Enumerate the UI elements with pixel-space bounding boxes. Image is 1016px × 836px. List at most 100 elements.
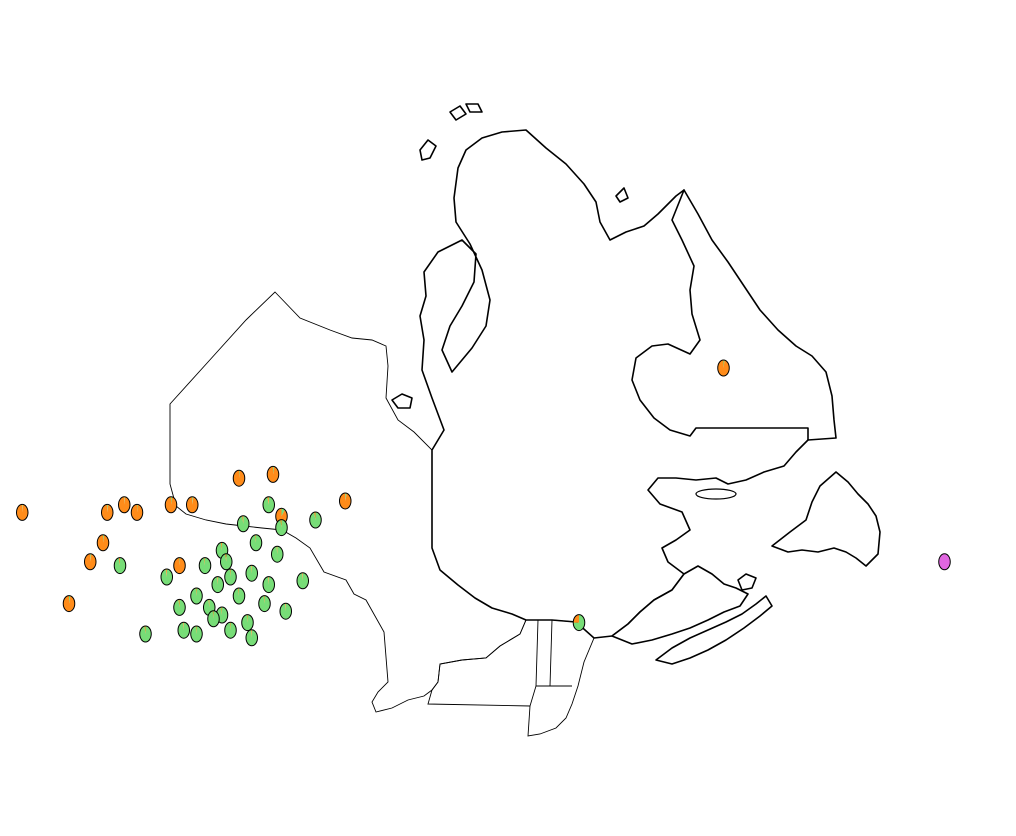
sample-pie xyxy=(241,614,254,632)
pie-outline xyxy=(117,496,131,514)
pie-outline xyxy=(236,515,250,533)
pie-slice xyxy=(69,595,71,604)
pie-slice xyxy=(267,466,279,483)
pie-outline xyxy=(173,598,186,616)
pie-slice xyxy=(245,629,258,646)
pie-slice xyxy=(271,546,284,563)
pie-slice xyxy=(717,360,730,376)
sample-pie xyxy=(258,595,271,613)
sample-pie xyxy=(83,553,97,571)
sample-pie xyxy=(572,614,586,632)
nova-scotia-outline xyxy=(655,595,773,665)
vermont-nh-border xyxy=(529,619,572,707)
sample-pie xyxy=(309,511,322,529)
sample-pie xyxy=(207,610,220,628)
pie-slice xyxy=(165,496,177,513)
pie-slice xyxy=(237,515,250,532)
pie-slice xyxy=(204,557,205,566)
pie-slice xyxy=(207,610,220,627)
pie-slice xyxy=(345,493,347,501)
pie-slice xyxy=(103,534,105,543)
sample-pie xyxy=(232,469,246,487)
pie-slice xyxy=(118,557,120,566)
pie-outline xyxy=(160,568,174,586)
pie-slice xyxy=(107,504,109,513)
pie-outline xyxy=(309,511,322,529)
pie-outline xyxy=(224,568,237,586)
northern-island-2 xyxy=(465,103,483,113)
pie-outline xyxy=(198,557,212,575)
pie-slice xyxy=(251,629,252,638)
sample-pie xyxy=(198,557,212,575)
pie-slice xyxy=(221,607,222,615)
pie-outline xyxy=(164,496,178,514)
pie-slice xyxy=(177,622,190,639)
sample-pie xyxy=(190,625,203,643)
pie-slice xyxy=(241,614,254,631)
sample-pie xyxy=(219,553,233,571)
pie-outline xyxy=(62,595,76,613)
pie-outline xyxy=(572,614,586,632)
sample-pie xyxy=(266,465,280,483)
pie-slice xyxy=(220,542,222,551)
pie-slice xyxy=(723,360,725,368)
pie-slice xyxy=(281,508,285,517)
sample-pie xyxy=(275,519,288,537)
pie-outline xyxy=(139,625,152,643)
pie-outline xyxy=(938,553,951,571)
sample-pie xyxy=(938,553,951,571)
akimiski-island xyxy=(391,393,413,409)
pie-slice xyxy=(131,504,143,521)
sample-pie xyxy=(164,496,178,514)
pie-slice xyxy=(195,626,197,634)
pie-slice xyxy=(173,599,186,616)
pie-outline xyxy=(211,576,225,594)
hudson-bay-coastline xyxy=(615,187,629,203)
pie-slice xyxy=(90,553,92,562)
pie-outline xyxy=(338,492,352,510)
pie-outline xyxy=(130,503,144,521)
pie-outline xyxy=(249,534,263,552)
pei-outline xyxy=(737,573,757,591)
pie-slice xyxy=(144,626,146,634)
pie-outline xyxy=(266,465,280,483)
pie-outline xyxy=(245,564,259,582)
sample-pie xyxy=(139,625,152,643)
pie-outline xyxy=(296,572,310,590)
pie-slice xyxy=(302,572,303,581)
pie-slice xyxy=(22,504,23,513)
pie-slice xyxy=(258,595,271,612)
pie-slice xyxy=(224,569,237,585)
pie-outline xyxy=(83,553,97,571)
pie-outline xyxy=(232,469,246,487)
pie-slice xyxy=(114,557,126,574)
pie-slice xyxy=(268,576,269,585)
pie-outline xyxy=(232,587,246,605)
sample-pie xyxy=(245,564,259,582)
pie-slice xyxy=(225,553,227,562)
pie-outline xyxy=(279,602,293,620)
pie-outline xyxy=(173,557,186,575)
pie-slice xyxy=(165,569,167,577)
pie-slice xyxy=(246,614,248,623)
sample-pie xyxy=(130,503,144,521)
sample-pie xyxy=(338,492,352,510)
pie-layer xyxy=(15,359,951,647)
sample-pie xyxy=(224,621,237,639)
pie-outline xyxy=(270,545,284,563)
sample-pie xyxy=(249,534,263,552)
pie-slice xyxy=(212,610,214,619)
sample-pie xyxy=(236,515,250,533)
pie-outline xyxy=(207,610,220,628)
pie-outline xyxy=(262,496,276,514)
pie-slice xyxy=(267,496,269,505)
pie-slice xyxy=(255,534,256,543)
pie-outline xyxy=(15,503,29,521)
pie-slice xyxy=(273,466,275,475)
pie-slice xyxy=(118,496,131,513)
pie-slice xyxy=(101,504,114,521)
sample-pie xyxy=(113,557,127,575)
sample-pie xyxy=(190,587,203,605)
pie-slice xyxy=(84,553,97,570)
